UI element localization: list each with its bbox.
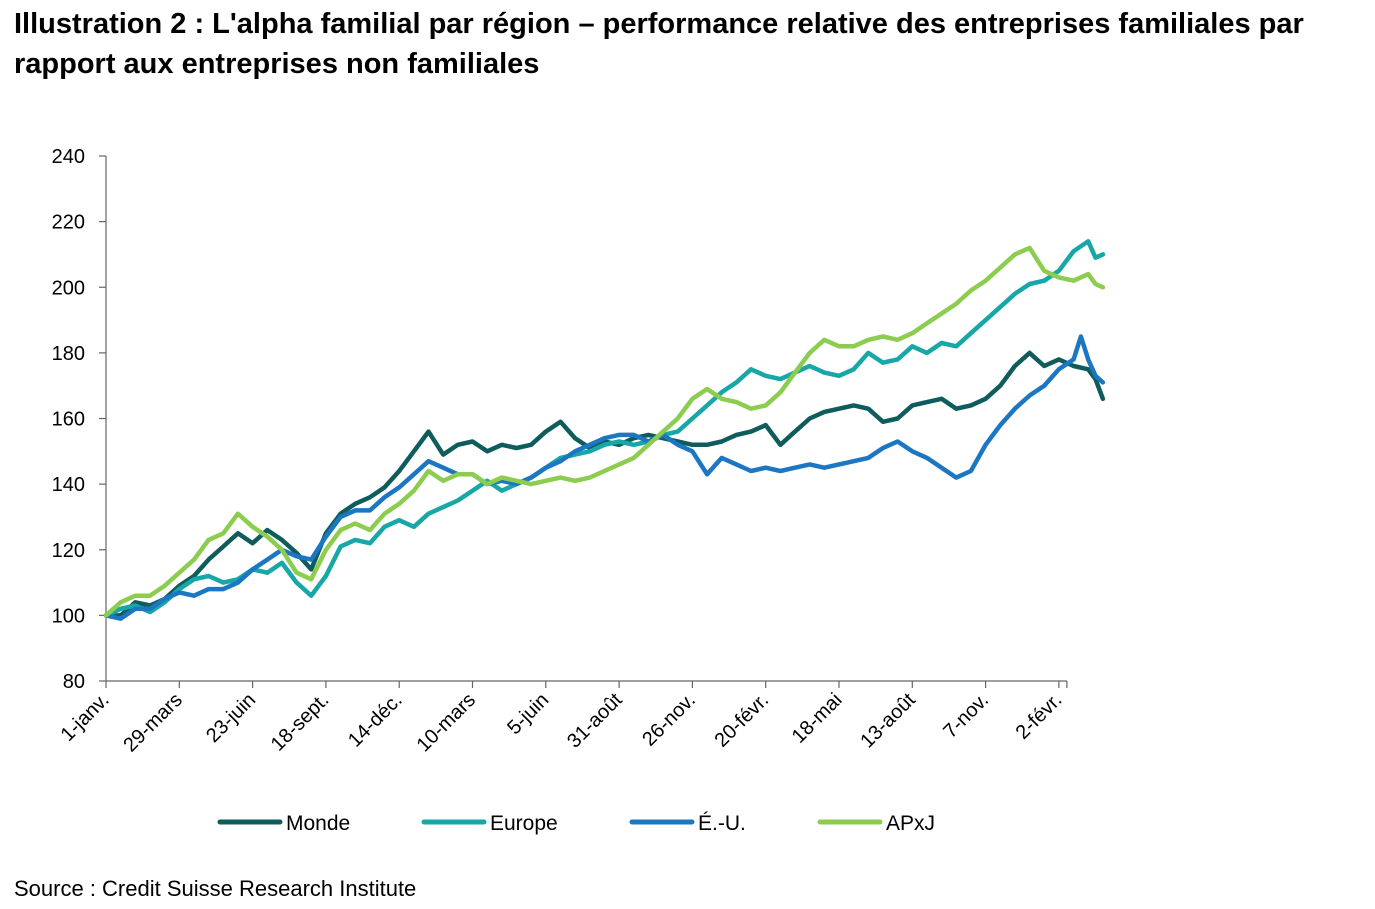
y-tick-label: 140 [52,474,85,496]
x-tick-label: 18-sept. [267,689,334,756]
x-tick-label: 23-juin [202,689,260,747]
series-line-APxJ [103,245,1106,618]
x-tick-label: 1-janv. [57,689,114,746]
chart-legend: Monde Europe É.-U. APxJ [217,812,935,835]
y-tick-label: 220 [52,212,85,234]
x-tick-label: 10-mars [413,689,480,756]
legend-label: Europe [490,812,558,835]
chart-lines [103,239,1106,621]
series-line-Europe [103,239,1106,618]
legend-label: APxJ [886,812,935,835]
x-tick-label: 13-août [856,689,920,753]
x-tick-label: 18-mai [788,689,847,748]
legend-label: É.-U. [698,812,746,835]
y-tick-label: 160 [52,409,85,431]
x-tick-label: 26-nov. [638,689,700,751]
x-tick-label: 20-févr. [711,689,774,752]
source-note: Source : Credit Suisse Research Institut… [14,876,417,901]
x-tick-label: 29-mars [119,689,186,756]
x-tick-label: 2-févr. [1012,689,1067,744]
y-tick-label: 100 [52,605,85,627]
y-tick-label: 240 [52,146,85,168]
y-tick-label: 180 [52,343,85,365]
series-line-É.-U. [103,334,1106,621]
x-tick-label: 14-déc. [344,689,407,752]
legend-label: Monde [286,812,350,835]
y-tick-label: 200 [52,277,85,299]
chart-title: Illustration 2 : L'alpha familial par ré… [14,8,1304,80]
y-tick-label: 120 [52,540,85,562]
series-line-Monde [103,350,1106,618]
y-tick-label: 80 [63,671,85,693]
x-tick-label: 5-juin [503,689,553,739]
x-tick-label: 7-nov. [939,689,993,743]
x-tick-label: 31-août [563,689,627,753]
